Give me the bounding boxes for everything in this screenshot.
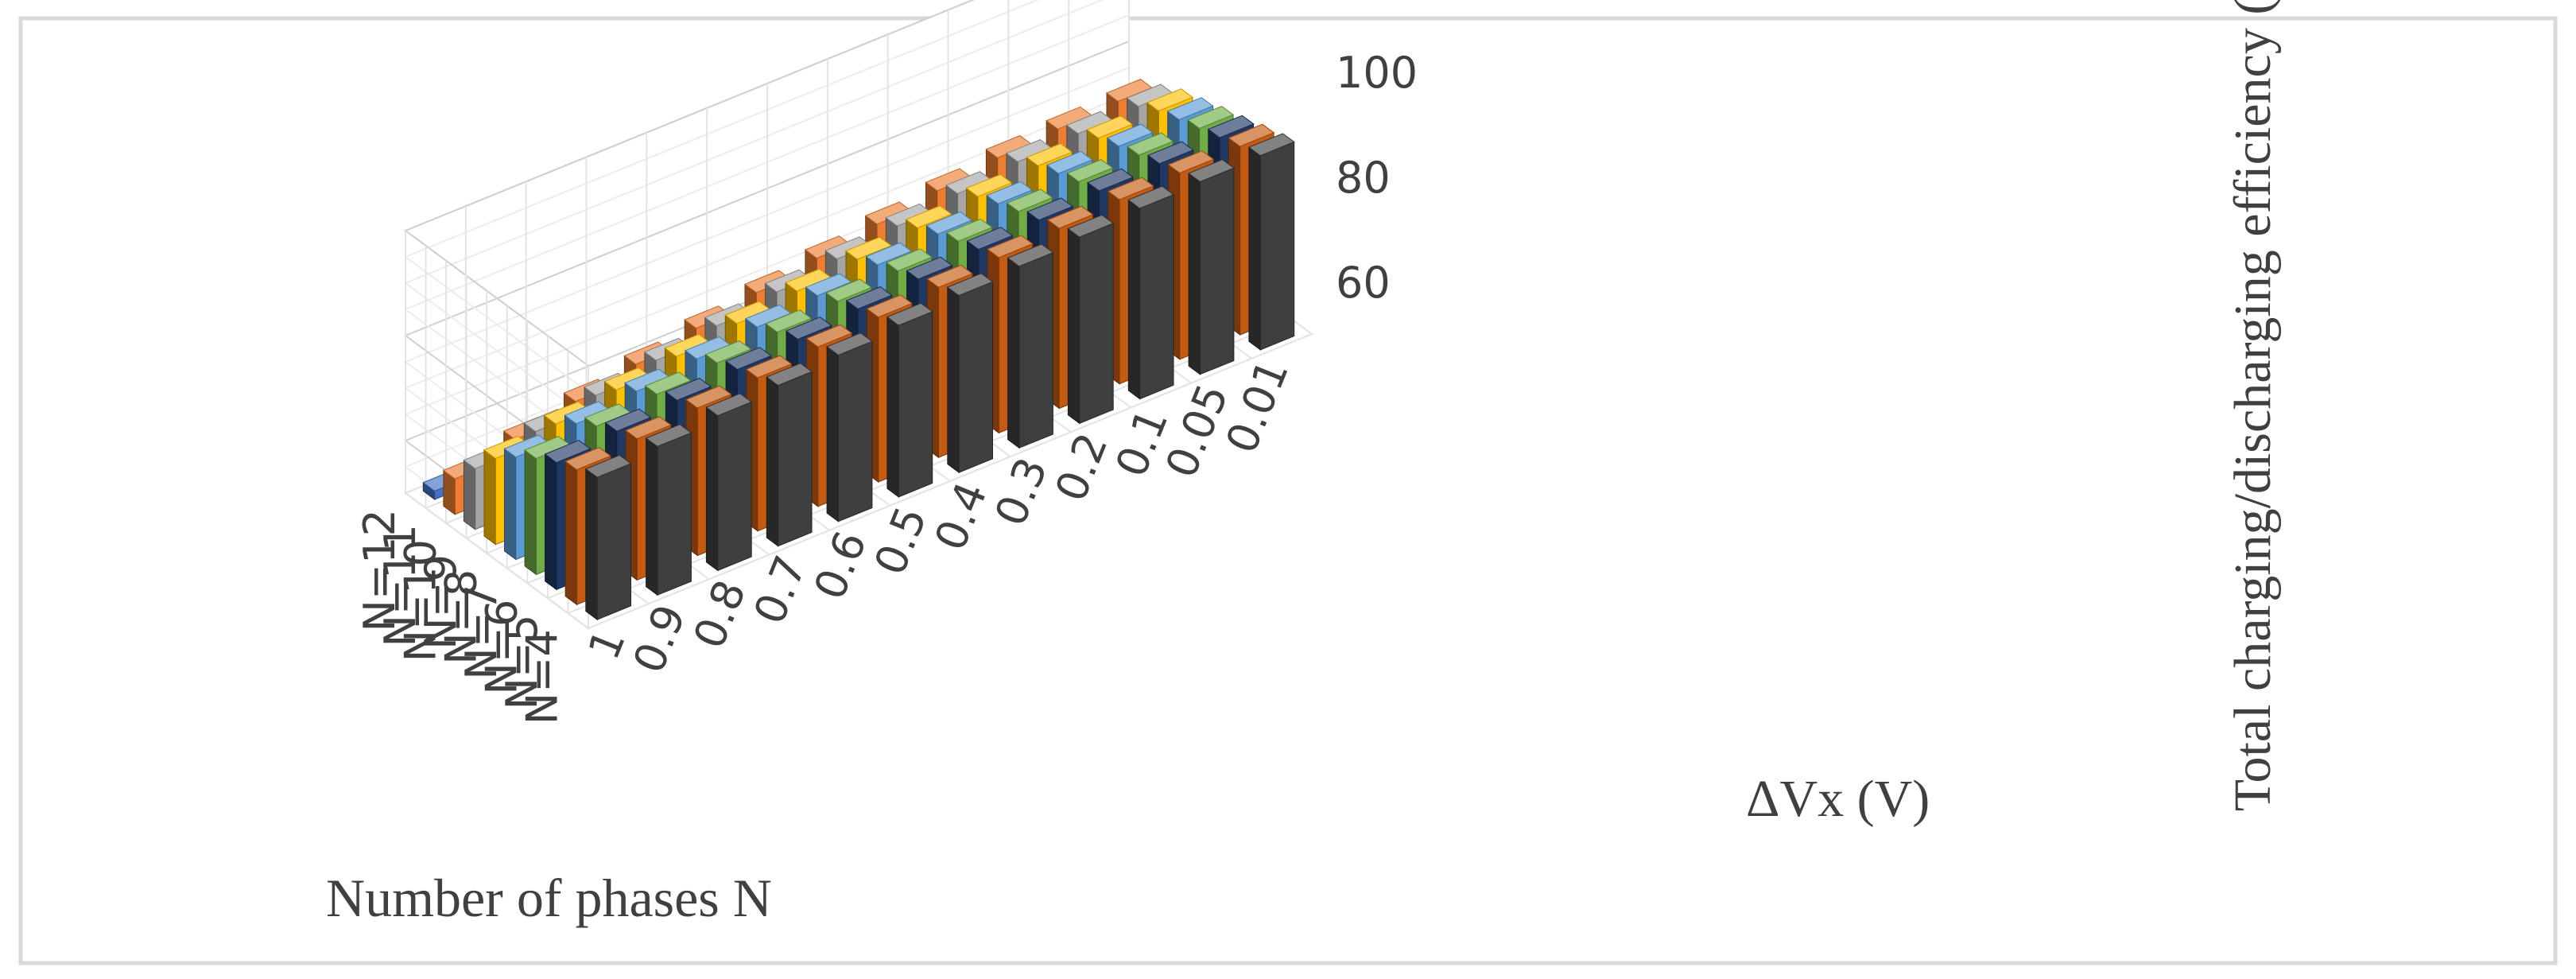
- bar-N=12-dv-0.01: [1247, 133, 1295, 351]
- bar-N=12-dv-0.8: [705, 393, 753, 572]
- z-tick-label: 100: [1336, 48, 1418, 98]
- phase-tick-label: N=10: [395, 539, 445, 662]
- bar-N=12-dv-0.2: [1067, 214, 1115, 425]
- phase-tick-label: N=4: [518, 629, 568, 725]
- gridline: [588, 333, 1313, 629]
- bar-N=12-dv-1: [584, 454, 632, 621]
- z-axis-title: Total charging/discharging efficiency (%…: [2224, 0, 2282, 811]
- phase-tick-label: N=6: [477, 600, 527, 695]
- phase-tick-label: N=7: [456, 585, 506, 680]
- phase-tick-label: N=11: [375, 524, 425, 647]
- bar-N=12-dv-0.5: [886, 302, 933, 498]
- bar-N=12-dv-0.05: [1188, 159, 1235, 375]
- x-axis-title: Number of phases N: [326, 868, 772, 928]
- phase-tick-label: N=8: [436, 569, 487, 665]
- z-tick-label: 80: [1336, 153, 1391, 203]
- phase-tick-label: N=12: [355, 509, 405, 631]
- bar-N=12-dv-0.3: [1007, 243, 1054, 449]
- z-tick-label: 60: [1336, 258, 1391, 308]
- chart-bars: [422, 79, 1295, 621]
- bar-N=12-dv-0.7: [766, 363, 813, 547]
- bar-N=12-dv-0.1: [1127, 185, 1175, 400]
- phase-tick-label: N=5: [497, 615, 547, 710]
- phase-tick-label: N=9: [416, 554, 466, 650]
- bar-N=12-dv-0.6: [826, 332, 873, 523]
- gridline: [405, 492, 589, 629]
- y-axis-title: ΔVx (V): [1746, 770, 1930, 828]
- bar-N=12-dv-0.9: [645, 424, 692, 596]
- bar-N=12-dv-0.4: [946, 273, 994, 474]
